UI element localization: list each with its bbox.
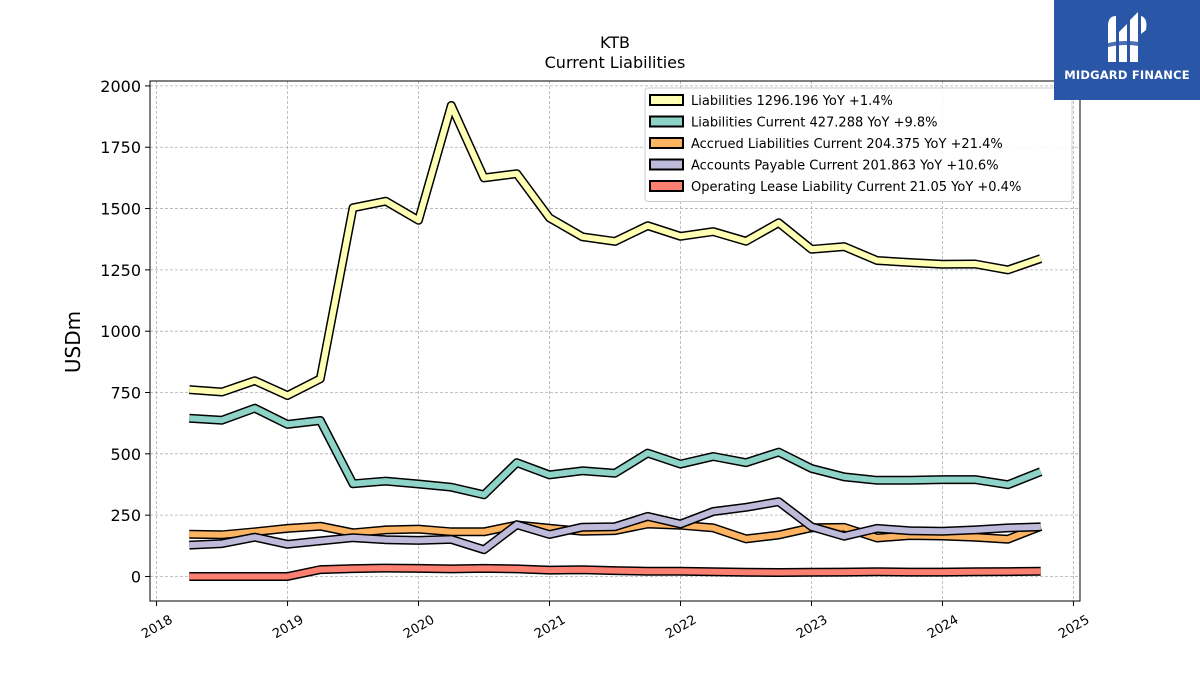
series-liabilities (188, 101, 1043, 400)
logo-mark-icon (1104, 12, 1148, 62)
series-line (189, 565, 1041, 580)
series-accounts-payable-current (189, 497, 1041, 555)
legend: Liabilities 1296.196 YoY +1.4% Liabilitie… (644, 87, 1073, 202)
plot-frame (149, 80, 1081, 602)
legend-entry: Liabilities Current 427.288 YoY +9.8% (691, 116, 938, 131)
y-tick-label: 750 (110, 384, 141, 403)
y-tick-label: 2000 (100, 77, 141, 96)
x-tick-label: 2020 (401, 613, 437, 643)
y-tick-label: 1500 (100, 200, 141, 219)
legend-swatch (649, 180, 684, 192)
legend-swatch (649, 137, 684, 149)
y-axis-label: USDm (61, 311, 85, 373)
legend-entry: Operating Lease Liability Current 21.05 … (691, 180, 1021, 195)
x-tick-label: 2018 (139, 613, 175, 643)
y-tick-label: 1750 (100, 138, 141, 157)
y-tick-label: 250 (110, 506, 141, 525)
x-tick-label: 2021 (532, 613, 568, 643)
legend-entry: Liabilities 1296.196 YoY +1.4% (691, 94, 893, 109)
legend-entry: Accounts Payable Current 201.863 YoY +10… (691, 159, 999, 174)
chart-subtitle: Current Liabilities (545, 53, 686, 72)
legend-entry: Accrued Liabilities Current 204.375 YoY … (691, 137, 1003, 152)
series-liabilities-current (189, 403, 1043, 500)
y-tick-label: 0 (131, 567, 141, 586)
x-tick-label: 2025 (1056, 613, 1092, 643)
legend-box (644, 87, 1073, 202)
series-line (189, 102, 1042, 399)
x-axis-ticks: 2018 2019 2020 2021 2022 2023 2024 2025 (139, 601, 1092, 642)
legend-swatch (649, 94, 684, 106)
series-operating-lease-liability-current (189, 563, 1041, 581)
brand-logo: MIDGARD FINANCE (1054, 0, 1200, 100)
y-tick-label: 1250 (100, 261, 141, 280)
legend-swatch (649, 158, 684, 171)
chart-title: KTB (600, 33, 630, 52)
series-line (189, 498, 1041, 553)
legend-swatch (649, 115, 684, 128)
y-axis-ticks: 0 250 500 750 1000 1250 1500 1750 2000 (100, 77, 150, 586)
x-tick-label: 2022 (663, 613, 699, 643)
y-tick-label: 1000 (100, 322, 141, 341)
logo-text: MIDGARD FINANCE (1064, 68, 1190, 82)
series-layer (188, 101, 1043, 581)
series-line (189, 405, 1042, 498)
y-tick-label: 500 (110, 445, 141, 464)
x-tick-label: 2024 (925, 613, 961, 643)
x-tick-label: 2019 (270, 613, 306, 643)
x-tick-label: 2023 (794, 613, 830, 643)
